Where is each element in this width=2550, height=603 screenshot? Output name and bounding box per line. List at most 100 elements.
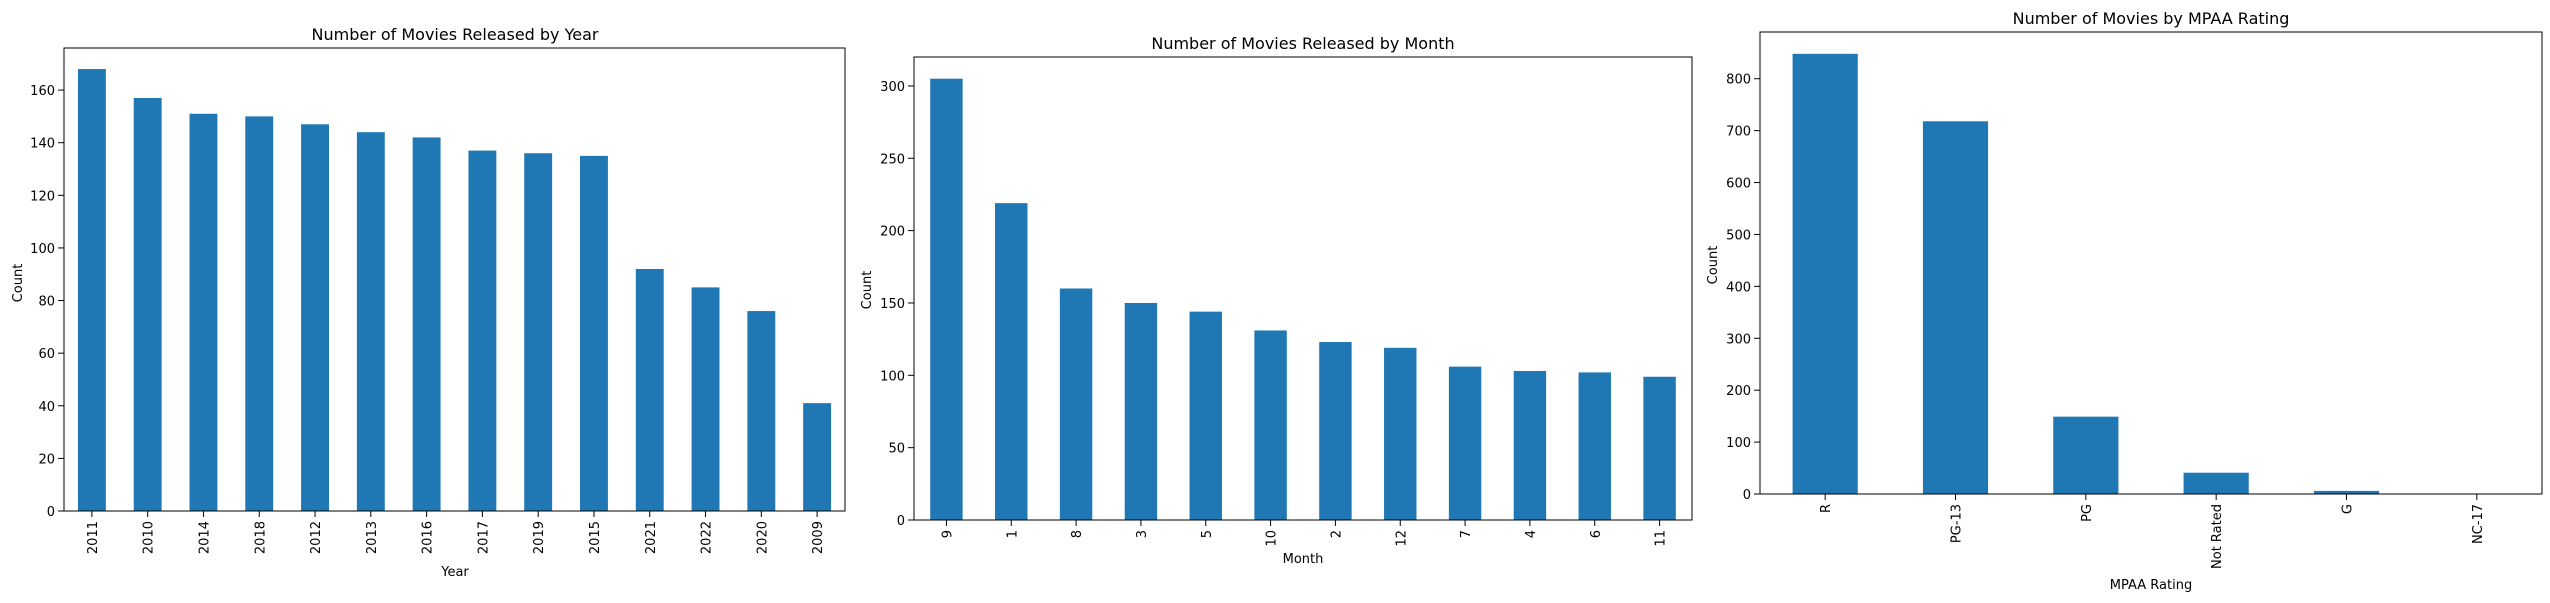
bar [580,155,608,511]
bar [803,403,832,511]
y-tick-label: 600 [1726,177,1751,192]
x-tick-label: Not Rated [2210,504,2225,569]
y-tick-label: 300 [880,80,905,95]
bar [1059,288,1093,520]
x-tick-label: 2018 [253,521,268,554]
x-tick-label: 10 [1265,530,1280,547]
x-axis-label: MPAA Rating [2110,578,2192,593]
chart-panel-by-month: Number of Movies Released by Month Month… [860,34,1693,567]
bar [412,137,441,511]
bar [356,132,385,511]
y-tick-label: 20 [38,452,55,467]
bar [1384,347,1417,520]
plot-area: 0 20 40 60 80 100 120 140 160 2011 2010 2014 2018 201… [30,47,846,554]
bar [1254,330,1287,520]
x-tick-label: 5 [1200,530,1215,538]
bar [2053,416,2119,494]
plot-area: 0 100 200 300 400 500 600 700 800 R PG-13 PG Not Rat… [1726,31,2543,569]
x-tick-label: 2013 [365,521,380,554]
x-axis-label: Year [440,565,469,580]
axes-frame [63,47,846,512]
y-tick-label: 80 [38,295,55,310]
bar [1319,342,1352,520]
x-tick-label: 6 [1589,530,1604,538]
chart-title: Number of Movies Released by Year [312,25,599,44]
y-tick-label: 50 [888,442,905,457]
x-tick-label: PG-13 [1950,504,1965,543]
x-tick-label: 2 [1329,530,1344,538]
x-tick-label: 8 [1070,530,1085,538]
y-tick-label: 300 [1726,332,1751,347]
bar [1124,302,1158,520]
bar [691,287,720,511]
x-tick-label: 12 [1394,530,1409,547]
x-tick-label: 11 [1654,530,1669,547]
x-tick-label: 9 [940,530,955,538]
x-tick-label: 2020 [755,521,770,554]
chart-title: Number of Movies by MPAA Rating [2013,9,2290,28]
y-tick-label: 700 [1726,125,1751,140]
bar [2183,472,2249,494]
bar [1643,376,1676,520]
bar [133,97,162,511]
y-tick-label: 0 [1743,488,1751,503]
bar [245,116,274,511]
y-tick-label: 40 [38,400,55,415]
x-tick-label: 2017 [476,521,491,554]
chart-panel-by-rating: Number of Movies by MPAA Rating MPAA Rat… [1706,9,2543,593]
y-tick-label: 250 [880,152,905,167]
y-tick-label: 200 [880,225,905,240]
y-tick-label: 140 [30,137,55,152]
x-tick-label: 2019 [532,521,547,554]
x-tick-label: 2016 [421,521,436,554]
y-axis-label: Count [1706,246,1721,285]
y-tick-label: 0 [897,514,905,529]
y-tick-label: 100 [30,242,55,257]
bar [1578,372,1611,520]
x-tick-label: 2015 [588,521,603,554]
y-tick-label: 100 [880,369,905,384]
plot-area: 0 50 100 150 200 250 300 9 1 8 3 5 10 2 12 7 4 6 11 [880,56,1693,547]
x-tick-label: 1 [1005,530,1020,538]
x-tick-label: 2011 [86,521,101,554]
y-tick-label: 120 [30,189,55,204]
chart-panel-by-year: Number of Movies Released by Year Year C… [11,25,846,580]
x-tick-label: G [2341,504,2356,514]
bar [468,150,497,511]
bar [1922,121,1989,494]
x-tick-label: PG [2080,504,2095,522]
x-tick-label: 2009 [811,521,826,554]
bar [2313,490,2380,494]
bar [635,268,664,511]
x-tick-label: 2012 [309,521,324,554]
axes-frame [1759,31,2543,495]
y-tick-label: 100 [1726,436,1751,451]
y-axis-label: Count [11,264,26,303]
y-tick-label: 150 [880,297,905,312]
y-tick-label: 160 [30,84,55,99]
bar [1792,53,1858,494]
x-tick-label: 3 [1135,530,1150,538]
bar [995,203,1028,520]
y-tick-label: 800 [1726,73,1751,88]
y-tick-label: 200 [1726,384,1751,399]
bar [1448,366,1482,520]
bar [930,78,963,520]
x-tick-label: 4 [1524,530,1539,538]
bar [77,69,106,511]
y-tick-label: 0 [47,505,55,520]
bar [524,153,553,511]
bar [1513,370,1547,520]
x-tick-label: 7 [1459,530,1474,538]
bar [301,124,329,512]
y-tick-label: 60 [38,347,55,362]
axes-frame [913,56,1693,521]
bar [747,311,776,511]
x-tick-label: NC-17 [2471,504,2486,544]
y-axis-label: Count [860,271,875,310]
bar [1189,311,1222,520]
x-tick-label: 2010 [142,521,157,554]
chart-title: Number of Movies Released by Month [1151,34,1454,53]
bar [189,113,218,512]
